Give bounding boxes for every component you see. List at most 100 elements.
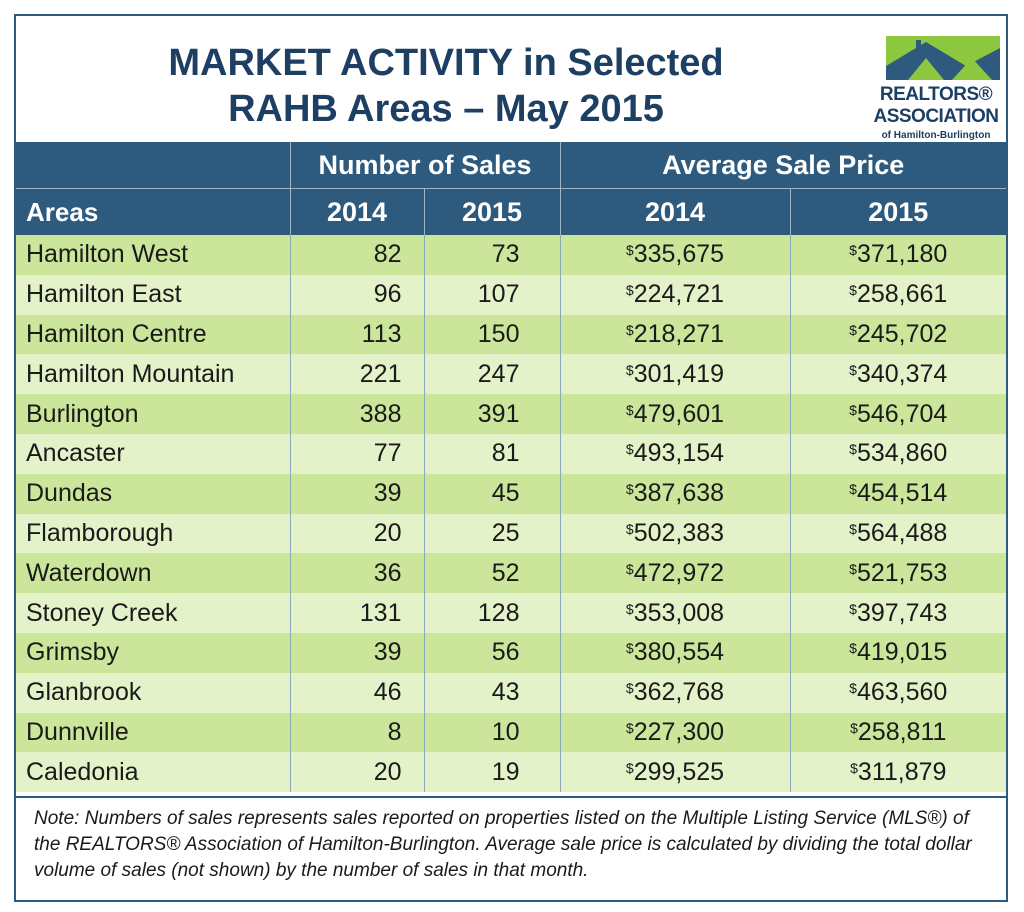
cell-price-2015: $258,811 xyxy=(790,712,1006,753)
cell-sales-2014: 20 xyxy=(290,513,425,554)
currency-symbol: $ xyxy=(625,680,634,697)
cell-sales-2014: 82 xyxy=(290,235,425,275)
footnote: Note: Numbers of sales represents sales … xyxy=(34,808,972,881)
cell-price-2015: $340,374 xyxy=(790,354,1006,395)
price-value: 387,638 xyxy=(633,479,725,508)
cell-sales-2015: 107 xyxy=(424,274,561,315)
cell-price-2014: $472,972 xyxy=(560,553,791,594)
header-sales-2014: 2014 xyxy=(290,188,425,235)
table-row: Hamilton East 96 107 $224,721 $258,661 xyxy=(16,274,1006,315)
cell-price-2015: $564,488 xyxy=(790,513,1006,554)
cell-price-2015: $521,753 xyxy=(790,553,1006,594)
table-row: Glanbrook 46 43 $362,768 $463,560 xyxy=(16,672,1006,713)
price-value: 227,300 xyxy=(633,717,725,746)
note-divider xyxy=(16,796,1006,798)
currency-symbol: $ xyxy=(625,321,634,338)
price-value: 546,704 xyxy=(856,399,948,428)
currency-symbol: $ xyxy=(849,242,857,259)
cell-sales-2015: 56 xyxy=(424,632,561,673)
cell-sales-2015: 247 xyxy=(424,354,561,395)
currency-symbol: $ xyxy=(850,719,858,736)
cell-price-2014: $493,154 xyxy=(560,433,791,474)
header-number-of-sales: Number of Sales xyxy=(290,142,561,189)
cell-area: Burlington xyxy=(16,394,291,434)
price-value: 397,743 xyxy=(856,598,948,627)
cell-price-2015: $245,702 xyxy=(790,314,1006,355)
cell-sales-2015: 43 xyxy=(424,672,561,713)
cell-price-2014: $479,601 xyxy=(560,394,791,434)
cell-sales-2015: 81 xyxy=(424,433,561,474)
table-row: Hamilton West 82 73 $335,675 $371,180 xyxy=(16,235,1006,275)
currency-symbol: $ xyxy=(625,719,634,736)
cell-price-2015: $397,743 xyxy=(790,593,1006,633)
currency-symbol: $ xyxy=(849,640,857,657)
header-areas: Areas xyxy=(16,188,291,235)
currency-symbol: $ xyxy=(849,520,857,537)
price-value: 299,525 xyxy=(633,757,725,786)
cell-price-2015: $546,704 xyxy=(790,394,1006,434)
cell-price-2014: $299,525 xyxy=(560,752,791,793)
cell-sales-2015: 150 xyxy=(424,314,561,355)
cell-price-2015: $371,180 xyxy=(790,235,1006,275)
cell-area: Hamilton East xyxy=(16,274,291,315)
price-value: 218,271 xyxy=(633,319,725,348)
realtors-association-logo: REALTORS® ASSOCIATION of Hamilton-Burlin… xyxy=(872,36,1002,148)
price-value: 311,879 xyxy=(857,757,947,786)
table-row: Burlington 388 391 $479,601 $546,704 xyxy=(16,394,1006,434)
currency-symbol: $ xyxy=(849,321,857,338)
title-line-1: MARKET ACTIVITY in Selected xyxy=(168,42,724,84)
cell-sales-2014: 36 xyxy=(290,553,425,594)
header-sales-2015: 2015 xyxy=(424,188,561,235)
cell-price-2014: $218,271 xyxy=(560,314,791,355)
currency-symbol: $ xyxy=(849,282,857,299)
price-value: 340,374 xyxy=(856,359,948,388)
cell-area: Waterdown xyxy=(16,553,291,594)
cell-sales-2015: 73 xyxy=(424,235,561,275)
currency-symbol: $ xyxy=(849,600,857,617)
title-line-2: RAHB Areas – May 2015 xyxy=(228,88,664,130)
currency-symbol: $ xyxy=(850,759,858,776)
currency-symbol: $ xyxy=(625,560,634,577)
currency-symbol: $ xyxy=(849,441,857,458)
price-value: 454,514 xyxy=(856,479,948,508)
price-value: 472,972 xyxy=(633,558,725,587)
cell-area: Hamilton West xyxy=(16,235,291,275)
table-row: Caledonia 20 19 $299,525 $311,879 xyxy=(16,752,1006,793)
cell-area: Dunnville xyxy=(16,712,291,753)
cell-sales-2014: 77 xyxy=(290,433,425,474)
currency-symbol: $ xyxy=(849,361,857,378)
currency-symbol: $ xyxy=(625,441,634,458)
cell-sales-2014: 221 xyxy=(290,354,425,395)
currency-symbol: $ xyxy=(625,759,634,776)
cell-price-2014: $353,008 xyxy=(560,593,791,633)
cell-sales-2014: 8 xyxy=(290,712,425,753)
currency-symbol: $ xyxy=(625,600,634,617)
logo-text-association: ASSOCIATION xyxy=(873,106,999,127)
cell-sales-2014: 131 xyxy=(290,593,425,633)
cell-area: Grimsby xyxy=(16,632,291,673)
cell-sales-2014: 46 xyxy=(290,672,425,713)
cell-price-2014: $362,768 xyxy=(560,672,791,713)
cell-sales-2015: 45 xyxy=(424,473,561,514)
price-value: 258,811 xyxy=(857,717,947,746)
currency-symbol: $ xyxy=(625,520,634,537)
page-title: MARKET ACTIVITY in Selected RAHB Areas –… xyxy=(16,40,876,132)
price-value: 521,753 xyxy=(856,558,948,587)
cell-sales-2014: 20 xyxy=(290,752,425,793)
cell-price-2014: $387,638 xyxy=(560,473,791,514)
table-row: Hamilton Mountain 221 247 $301,419 $340,374 xyxy=(16,354,1006,395)
price-value: 463,560 xyxy=(856,678,948,707)
cell-sales-2014: 39 xyxy=(290,473,425,514)
table-row: Hamilton Centre 113 150 $218,271 $245,702 xyxy=(16,314,1006,355)
price-value: 502,383 xyxy=(633,518,725,547)
cell-sales-2014: 96 xyxy=(290,274,425,315)
cell-price-2015: $311,879 xyxy=(790,752,1006,793)
header-average-sale-price: Average Sale Price xyxy=(560,142,1006,189)
cell-sales-2015: 25 xyxy=(424,513,561,554)
cell-area: Hamilton Mountain xyxy=(16,354,291,395)
cell-price-2014: $335,675 xyxy=(560,235,791,275)
header-empty-cell xyxy=(16,142,291,189)
price-value: 380,554 xyxy=(633,638,725,667)
currency-symbol: $ xyxy=(849,481,857,498)
table-row: Ancaster 77 81 $493,154 $534,860 xyxy=(16,433,1006,474)
